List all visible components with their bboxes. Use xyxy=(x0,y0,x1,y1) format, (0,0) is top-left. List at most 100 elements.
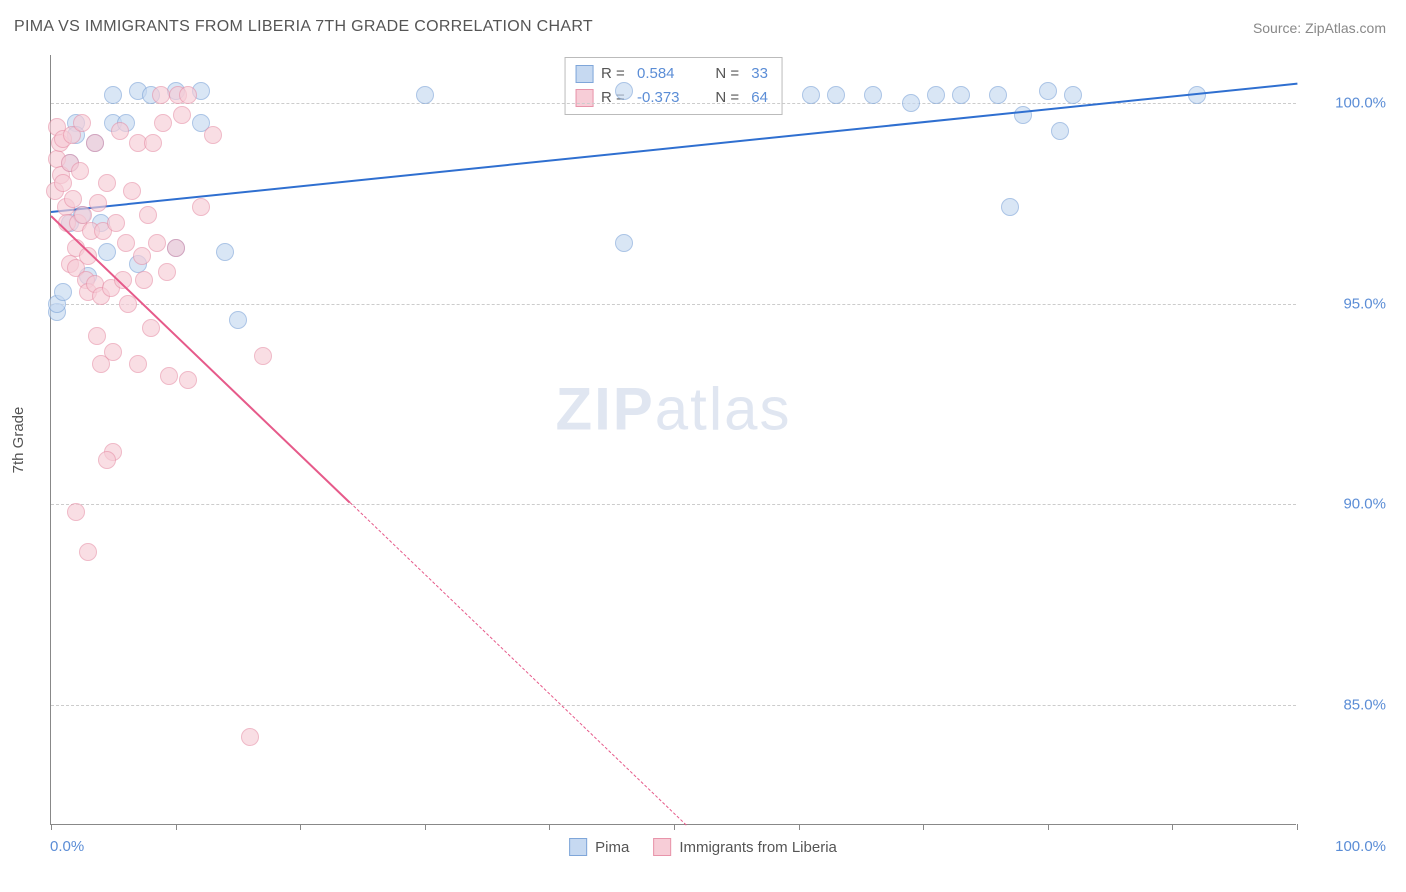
data-point xyxy=(71,162,89,180)
data-point xyxy=(173,106,191,124)
chart-title: PIMA VS IMMIGRANTS FROM LIBERIA 7TH GRAD… xyxy=(14,18,593,36)
y-axis-label: 7th Grade xyxy=(10,407,27,474)
data-point xyxy=(117,234,135,252)
data-point xyxy=(179,86,197,104)
legend-n-value: 33 xyxy=(751,62,768,86)
y-tick-label: 95.0% xyxy=(1306,295,1386,312)
data-point xyxy=(98,243,116,261)
legend-n-label: N = xyxy=(707,86,743,110)
data-point xyxy=(107,214,125,232)
data-point xyxy=(111,122,129,140)
watermark-zip: ZIP xyxy=(555,375,654,442)
data-point xyxy=(1039,82,1057,100)
x-axis-min-label: 0.0% xyxy=(50,838,84,855)
data-point xyxy=(148,234,166,252)
bottom-legend-label: Pima xyxy=(595,839,629,856)
data-point xyxy=(54,283,72,301)
data-point xyxy=(1001,198,1019,216)
data-point xyxy=(416,86,434,104)
data-point xyxy=(88,327,106,345)
legend-n-value: 64 xyxy=(751,86,768,110)
data-point xyxy=(254,347,272,365)
data-point xyxy=(158,263,176,281)
gridline xyxy=(51,504,1296,505)
data-point xyxy=(98,451,116,469)
data-point xyxy=(241,728,259,746)
data-point xyxy=(192,198,210,216)
data-point xyxy=(89,194,107,212)
legend-row: R = 0.584 N = 33 xyxy=(575,62,768,86)
source-label: Source: ZipAtlas.com xyxy=(1253,20,1386,36)
data-point xyxy=(615,82,633,100)
x-tick xyxy=(674,824,675,830)
data-point xyxy=(167,239,185,257)
data-point xyxy=(135,271,153,289)
x-tick xyxy=(300,824,301,830)
legend-r-value: 0.584 xyxy=(637,62,699,86)
data-point xyxy=(154,114,172,132)
data-point xyxy=(104,343,122,361)
data-point xyxy=(79,543,97,561)
data-point xyxy=(142,319,160,337)
data-point xyxy=(129,355,147,373)
x-tick xyxy=(51,824,52,830)
data-point xyxy=(615,234,633,252)
legend-swatch xyxy=(653,838,671,856)
data-point xyxy=(1014,106,1032,124)
x-tick xyxy=(1297,824,1298,830)
bottom-legend-item: Immigrants from Liberia xyxy=(653,838,837,856)
data-point xyxy=(144,134,162,152)
data-point xyxy=(204,126,222,144)
data-point xyxy=(139,206,157,224)
x-tick xyxy=(1172,824,1173,830)
plot-area: ZIPatlas R = 0.584 N = 33R = -0.373 N = … xyxy=(50,55,1296,825)
trend-line xyxy=(350,502,687,825)
data-point xyxy=(179,371,197,389)
legend-row: R = -0.373 N = 64 xyxy=(575,86,768,110)
data-point xyxy=(86,134,104,152)
data-point xyxy=(902,94,920,112)
x-tick xyxy=(549,824,550,830)
x-tick xyxy=(176,824,177,830)
bottom-legend-label: Immigrants from Liberia xyxy=(679,839,837,856)
data-point xyxy=(927,86,945,104)
data-point xyxy=(989,86,1007,104)
legend-swatch xyxy=(575,89,593,107)
gridline xyxy=(51,304,1296,305)
legend-swatch xyxy=(575,65,593,83)
x-axis-max-label: 100.0% xyxy=(1335,838,1386,855)
data-point xyxy=(133,247,151,265)
watermark-rest: atlas xyxy=(655,375,792,442)
legend-box: R = 0.584 N = 33R = -0.373 N = 64 xyxy=(564,57,783,115)
data-point xyxy=(1051,122,1069,140)
data-point xyxy=(864,86,882,104)
data-point xyxy=(1064,86,1082,104)
x-tick xyxy=(923,824,924,830)
data-point xyxy=(98,174,116,192)
data-point xyxy=(160,367,178,385)
data-point xyxy=(123,182,141,200)
y-tick-label: 100.0% xyxy=(1306,95,1386,112)
legend-r-value: -0.373 xyxy=(637,86,699,110)
watermark: ZIPatlas xyxy=(555,374,791,443)
data-point xyxy=(104,86,122,104)
legend-n-label: N = xyxy=(707,62,743,86)
legend-swatch xyxy=(569,838,587,856)
bottom-legend-item: Pima xyxy=(569,838,629,856)
data-point xyxy=(54,174,72,192)
data-point xyxy=(802,86,820,104)
bottom-legend: Pima Immigrants from Liberia xyxy=(569,838,837,856)
y-tick-label: 90.0% xyxy=(1306,496,1386,513)
data-point xyxy=(827,86,845,104)
gridline xyxy=(51,705,1296,706)
data-point xyxy=(229,311,247,329)
data-point xyxy=(67,503,85,521)
data-point xyxy=(952,86,970,104)
data-point xyxy=(73,114,91,132)
x-tick xyxy=(799,824,800,830)
y-tick-label: 85.0% xyxy=(1306,696,1386,713)
x-tick xyxy=(425,824,426,830)
data-point xyxy=(64,190,82,208)
x-tick xyxy=(1048,824,1049,830)
data-point xyxy=(152,86,170,104)
